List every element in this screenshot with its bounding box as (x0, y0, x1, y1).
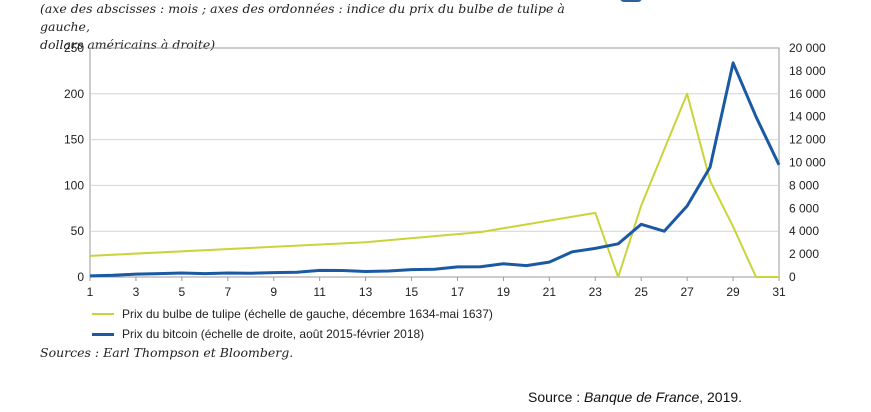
x-tick-label: 15 (405, 285, 419, 299)
legend-item-tulip: Prix du bulbe de tulipe (échelle de gauc… (92, 304, 493, 324)
x-tick-label: 21 (543, 285, 557, 299)
source-footer: Source : Banque de France, 2019. (528, 389, 742, 405)
y-right-tick-label: 16 000 (789, 87, 826, 101)
title-accent-bar (620, 0, 642, 2)
chart-sources: Sources : Earl Thompson et Bloomberg. (40, 345, 294, 360)
x-tick-label: 31 (772, 285, 786, 299)
x-tick-label: 23 (589, 285, 603, 299)
legend-item-bitcoin: Prix du bitcoin (échelle de droite, août… (92, 324, 493, 344)
x-tick-label: 5 (179, 285, 186, 299)
source-prefix: Source : (528, 389, 585, 405)
y-right-tick-label: 4 000 (789, 224, 819, 238)
x-tick-label: 9 (270, 285, 277, 299)
tulip-price-line (89, 92, 779, 278)
legend-swatch-tulip (92, 313, 114, 315)
chart-legend: Prix du bulbe de tulipe (échelle de gauc… (92, 304, 493, 344)
x-tick-label: 7 (224, 285, 231, 299)
x-tick-label: 25 (635, 285, 649, 299)
y-left-tick-label: 200 (64, 87, 84, 101)
x-tick-label: 27 (680, 285, 694, 299)
plot-frame (89, 47, 780, 278)
legend-swatch-bitcoin (92, 332, 114, 336)
y-right-tick-label: 2 000 (789, 247, 819, 261)
legend-label-tulip: Prix du bulbe de tulipe (échelle de gauc… (122, 307, 493, 321)
y-right-tick-label: 8 000 (789, 178, 819, 192)
y-right-tick-label: 0 (789, 270, 796, 284)
y-right-tick-label: 14 000 (789, 110, 826, 124)
x-tick-label: 13 (359, 285, 373, 299)
y-right-tick-label: 10 000 (789, 156, 826, 170)
y-right-tick-label: 12 000 (789, 133, 826, 147)
x-tick-label: 3 (133, 285, 140, 299)
x-tick-label: 19 (497, 285, 511, 299)
line-chart: 0 50 100 150 200 250 0 2 000 4 000 6 000 8 000 10 0… (64, 41, 826, 299)
x-tick-label: 1 (87, 285, 94, 299)
y-right-tick-label: 20 000 (789, 41, 826, 55)
y-left-tick-label: 150 (64, 133, 84, 147)
x-tick-label: 29 (726, 285, 740, 299)
x-tick-label: 11 (313, 285, 326, 299)
x-tick-label: 17 (451, 285, 465, 299)
y-left-tick-label: 250 (64, 41, 84, 55)
bitcoin-price-line (89, 61, 781, 278)
subtitle-line-1: (axe des abscisses : mois ; axes des ord… (40, 1, 565, 34)
y-left-tick-label: 0 (77, 270, 84, 284)
source-publication: Banque de France (584, 389, 700, 405)
y-left-tick-label: 50 (71, 224, 85, 238)
legend-label-bitcoin: Prix du bitcoin (échelle de droite, août… (122, 327, 425, 341)
source-suffix: , 2019. (699, 389, 743, 405)
y-left-tick-label: 100 (64, 178, 84, 192)
y-right-tick-label: 6 000 (789, 201, 819, 215)
y-right-tick-label: 18 000 (789, 64, 826, 78)
